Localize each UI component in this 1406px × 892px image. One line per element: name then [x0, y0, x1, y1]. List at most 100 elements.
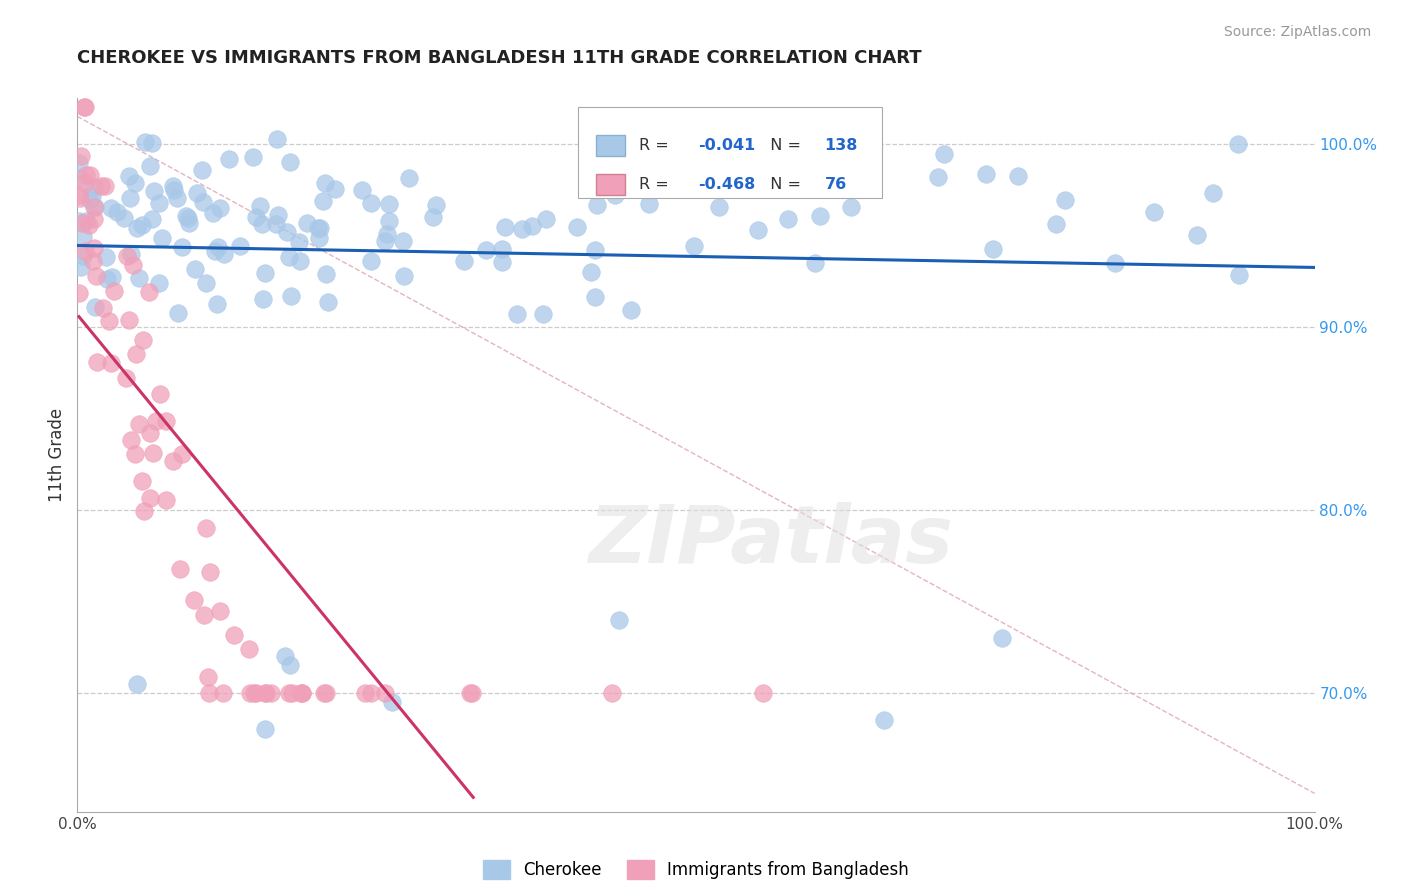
- Point: [115, 249, 138, 263]
- Point: [520, 219, 543, 233]
- Point: [186, 186, 208, 201]
- Point: [239, 686, 262, 700]
- Point: [374, 686, 396, 700]
- Point: [1104, 256, 1126, 270]
- Point: [254, 723, 277, 737]
- Point: [264, 217, 287, 231]
- Point: [127, 220, 149, 235]
- Point: [278, 658, 301, 673]
- Point: [212, 686, 235, 700]
- Point: [352, 183, 374, 197]
- Point: [315, 686, 337, 700]
- Point: [198, 686, 221, 700]
- Point: [67, 156, 90, 170]
- Point: [224, 628, 246, 642]
- Point: [602, 686, 624, 700]
- Point: [243, 686, 266, 700]
- Point: [839, 200, 862, 214]
- Point: [325, 182, 347, 196]
- Point: [83, 212, 105, 227]
- Point: [274, 649, 297, 664]
- Point: [309, 220, 332, 235]
- Point: [354, 686, 377, 700]
- Point: [1227, 137, 1250, 152]
- Point: [288, 254, 311, 268]
- Point: [461, 686, 484, 700]
- Point: [90, 178, 112, 193]
- Point: [148, 276, 170, 290]
- Point: [278, 155, 301, 169]
- Point: [422, 210, 444, 224]
- Point: [132, 504, 155, 518]
- Text: 138: 138: [825, 138, 858, 153]
- Point: [79, 168, 101, 182]
- Point: [167, 305, 190, 319]
- Point: [120, 433, 142, 447]
- Point: [803, 256, 825, 270]
- Point: [810, 210, 832, 224]
- Point: [205, 297, 228, 311]
- Point: [70, 149, 93, 163]
- Point: [67, 214, 90, 228]
- Point: [177, 211, 200, 226]
- Point: [1045, 217, 1067, 231]
- Point: [932, 147, 955, 161]
- Point: [139, 159, 162, 173]
- Point: [94, 251, 117, 265]
- Point: [98, 314, 121, 328]
- Text: CHEROKEE VS IMMIGRANTS FROM BANGLADESH 11TH GRADE CORRELATION CHART: CHEROKEE VS IMMIGRANTS FROM BANGLADESH 1…: [77, 49, 922, 67]
- Point: [169, 562, 191, 576]
- Point: [276, 225, 298, 239]
- Text: N =: N =: [761, 138, 807, 153]
- Point: [184, 261, 207, 276]
- Point: [280, 289, 302, 303]
- Point: [290, 686, 312, 700]
- Point: [245, 211, 267, 225]
- FancyBboxPatch shape: [596, 135, 626, 156]
- Point: [125, 347, 148, 361]
- Point: [94, 179, 117, 194]
- Point: [83, 200, 105, 214]
- Point: [162, 454, 184, 468]
- Point: [69, 191, 91, 205]
- Text: R =: R =: [640, 138, 673, 153]
- Point: [316, 295, 339, 310]
- Point: [494, 220, 516, 235]
- Point: [1202, 186, 1225, 201]
- Point: [291, 686, 314, 700]
- Point: [360, 196, 382, 211]
- Point: [86, 354, 108, 368]
- Point: [315, 267, 337, 281]
- Point: [166, 190, 188, 204]
- Point: [149, 387, 172, 401]
- Point: [253, 686, 276, 700]
- Point: [207, 240, 229, 254]
- Point: [96, 271, 118, 285]
- Point: [425, 198, 447, 212]
- Point: [132, 334, 155, 348]
- Point: [297, 216, 319, 230]
- Point: [607, 613, 630, 627]
- Point: [83, 240, 105, 254]
- Point: [103, 285, 125, 299]
- Point: [636, 159, 658, 173]
- Point: [131, 475, 153, 489]
- Point: [266, 208, 288, 222]
- FancyBboxPatch shape: [596, 174, 626, 195]
- Point: [131, 219, 153, 233]
- Point: [163, 183, 186, 197]
- Point: [314, 176, 336, 190]
- Point: [208, 201, 231, 215]
- Point: [683, 238, 706, 252]
- Point: [124, 447, 146, 461]
- Point: [134, 136, 156, 150]
- Point: [174, 209, 197, 223]
- Point: [91, 301, 114, 315]
- Point: [100, 201, 122, 215]
- Point: [75, 214, 97, 228]
- Point: [70, 215, 93, 229]
- Point: [280, 686, 302, 700]
- Text: 76: 76: [825, 177, 846, 192]
- Point: [73, 176, 96, 190]
- Point: [145, 414, 167, 428]
